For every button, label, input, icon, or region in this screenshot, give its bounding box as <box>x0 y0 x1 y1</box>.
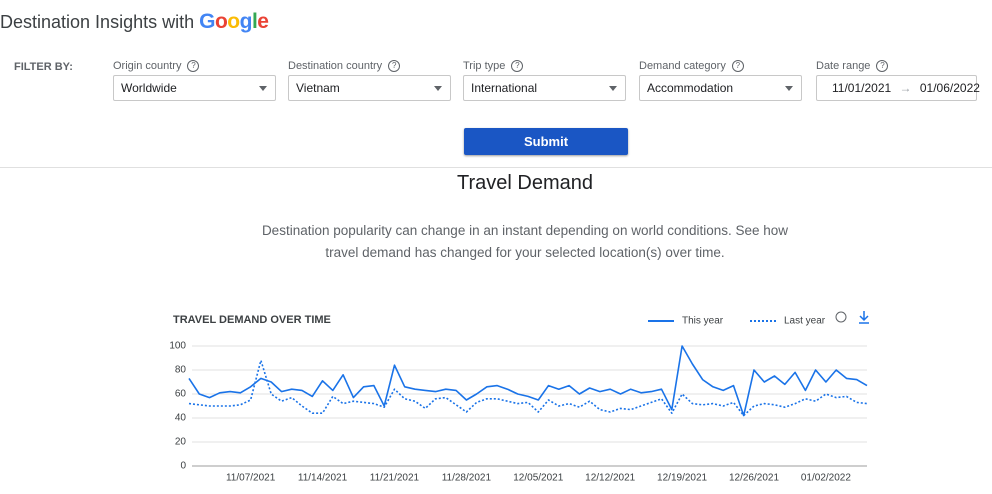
legend-label: Last year <box>784 316 826 327</box>
field-label-text: Trip type <box>463 60 506 72</box>
caret-icon <box>609 86 617 91</box>
download-icon[interactable] <box>859 311 869 324</box>
section-title: Travel Demand <box>457 172 593 194</box>
chart: TRAVEL DEMAND OVER TIME 0 20 40 60 80 100 11/0… <box>169 311 869 484</box>
description-line: travel demand has changed for your selec… <box>325 245 725 260</box>
google-logo: Google <box>199 10 269 33</box>
caret-icon <box>259 86 267 91</box>
field-label: Trip type? <box>463 60 524 73</box>
help-icon[interactable]: ? <box>876 60 889 73</box>
section-description: Destination popularity can change in an … <box>225 220 825 264</box>
arrow-icon: → <box>899 81 912 95</box>
help-icon[interactable]: ? <box>731 60 744 73</box>
y-tick-label: 60 <box>175 389 187 400</box>
y-tick-label: 40 <box>175 413 187 424</box>
field-label-text: Date range <box>816 60 871 72</box>
app-header: Destination Insights with Google <box>0 10 269 34</box>
x-tick-label: 11/28/2021 <box>442 473 492 484</box>
field-label: Destination country? <box>288 60 401 73</box>
x-tick-label: 12/12/2021 <box>585 473 635 484</box>
dropdown-value: Accommodation <box>647 81 734 95</box>
filter-label: FILTER BY: <box>14 61 73 73</box>
y-tick-label: 0 <box>180 461 186 472</box>
dropdown[interactable]: Vietnam <box>288 75 451 101</box>
caret-icon <box>434 86 442 91</box>
series-line <box>188 345 868 417</box>
help-icon[interactable]: ? <box>388 60 401 73</box>
caret-icon <box>785 86 793 91</box>
x-tick-label: 11/14/2021 <box>298 473 348 484</box>
x-tick-label: 01/02/2022 <box>801 473 851 484</box>
dropdown-value: Vietnam <box>296 81 340 95</box>
field-label: Origin country? <box>113 60 200 73</box>
dropdown-value: International <box>471 81 538 95</box>
help-icon[interactable]: ? <box>187 60 200 73</box>
app-title: Destination Insights with <box>0 12 195 32</box>
x-tick-label: 12/26/2021 <box>729 473 779 484</box>
x-tick-label: 11/21/2021 <box>370 473 420 484</box>
x-tick-label: 12/05/2021 <box>513 473 563 484</box>
chart-title: TRAVEL DEMAND OVER TIME <box>173 314 331 326</box>
description-line: Destination popularity can change in an … <box>261 223 789 238</box>
field-label-text: Origin country <box>113 60 182 72</box>
dropdown[interactable]: International <box>463 75 626 101</box>
legend-label: This year <box>682 316 724 327</box>
help-icon[interactable] <box>835 311 847 323</box>
date-start: 11/01/2021 <box>832 81 892 95</box>
x-tick-label: 11/07/2021 <box>226 473 276 484</box>
y-tick-label: 80 <box>175 365 187 376</box>
field-label-text: Demand category <box>639 60 726 72</box>
dropdown[interactable]: Accommodation <box>639 75 802 101</box>
date-end: 01/06/2022 <box>919 81 980 95</box>
field-label: Demand category? <box>639 60 744 73</box>
submit-button[interactable]: Submit <box>464 128 628 155</box>
help-icon[interactable]: ? <box>511 60 524 73</box>
series-line <box>188 359 868 417</box>
dropdown[interactable]: Worldwide <box>113 75 276 101</box>
x-tick-label: 12/19/2021 <box>657 473 707 484</box>
dropdown-value: Worldwide <box>121 81 177 95</box>
field-label: Date range? <box>816 60 889 73</box>
field-label-text: Destination country <box>288 60 383 72</box>
date-range[interactable]: 11/01/2021 → 01/06/2022 <box>816 75 980 101</box>
y-tick-label: 100 <box>169 341 186 352</box>
y-tick-label: 20 <box>175 437 187 448</box>
separator <box>0 167 992 168</box>
